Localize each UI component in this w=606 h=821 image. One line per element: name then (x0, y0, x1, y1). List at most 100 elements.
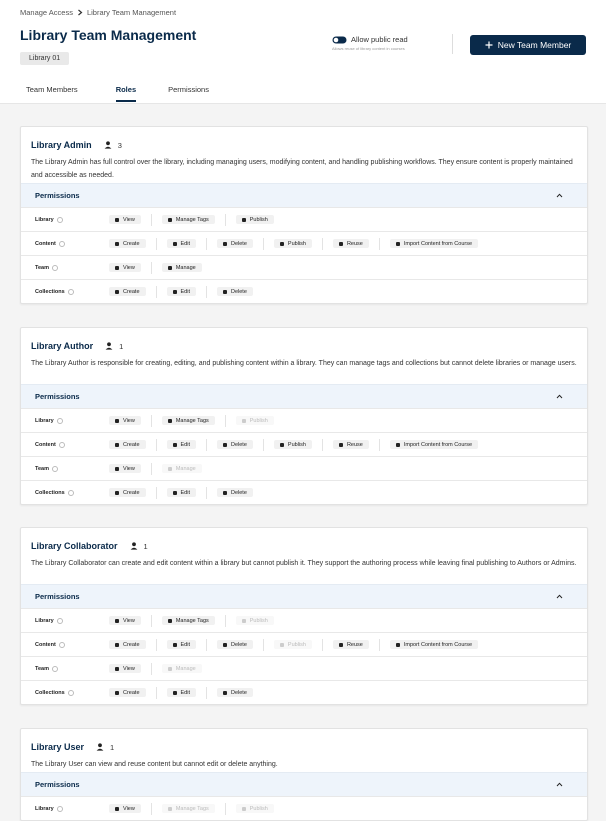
action-chip: Manage (161, 664, 202, 673)
action-chip: View (109, 464, 141, 473)
action-label: Edit (180, 489, 190, 496)
action-chip: Publish (273, 440, 312, 449)
action-chip: View (109, 616, 141, 625)
permission-row: Team View Manage (21, 656, 587, 680)
action-chip: Manage Tags (161, 215, 215, 224)
action-label: Reuse (346, 441, 363, 448)
role-name: Library User (31, 742, 85, 752)
chip-separator (155, 237, 157, 250)
info-icon (67, 489, 74, 496)
action-chip: Create (109, 640, 146, 649)
action-icon (115, 241, 119, 246)
chip-separator (155, 438, 157, 451)
action-icon (223, 241, 227, 246)
role-header: Library Author 1 (21, 328, 587, 352)
action-chip: Manage (161, 263, 202, 272)
info-icon (51, 264, 58, 271)
role-name: Library Admin (31, 140, 92, 150)
action-list: Create Edit Delete (109, 285, 253, 298)
action-icon (395, 442, 400, 447)
chip-separator (150, 261, 152, 274)
breadcrumb-link[interactable]: Manage Access (20, 8, 73, 17)
permission-row: Content Create Edit Delete Publish Reuse Impor… (21, 632, 587, 656)
action-chip: Import Content from Course (389, 640, 479, 649)
tabs: Team Members Roles Permissions (20, 84, 241, 102)
chip-separator (378, 638, 380, 651)
member-count: 1 (143, 541, 148, 551)
role-header: Library User 1 (21, 729, 587, 753)
action-icon (115, 289, 119, 294)
action-chip: Edit (166, 239, 196, 248)
new-team-member-button[interactable]: New Team Member (470, 35, 586, 55)
collapse-toggle[interactable] (556, 782, 563, 787)
action-chip: Manage Tags (161, 804, 215, 813)
info-icon (51, 465, 58, 472)
action-icon (241, 418, 246, 423)
action-chip: Create (109, 688, 146, 697)
public-read-toggle[interactable]: Allow public read (332, 35, 408, 44)
action-chip: Manage (161, 464, 202, 473)
member-count: 3 (117, 140, 122, 150)
action-icon (395, 642, 400, 647)
tab[interactable]: Permissions (168, 85, 209, 94)
action-chip: Edit (166, 688, 196, 697)
action-label: Delete (231, 240, 247, 247)
action-label: View (123, 665, 135, 672)
action-label: Create (123, 689, 140, 696)
action-chip: Delete (217, 688, 253, 697)
role-card: Library Collaborator 1 The Library Collabo… (20, 527, 588, 705)
action-chip: Delete (217, 287, 253, 296)
info-icon (58, 641, 65, 648)
action-label: View (123, 417, 135, 424)
resource-name: Content (35, 441, 56, 448)
action-icon (115, 466, 119, 471)
chip-separator (150, 802, 152, 815)
collapse-toggle[interactable] (556, 394, 563, 399)
permission-label: Collections (21, 689, 109, 696)
action-chip: Reuse (332, 440, 369, 449)
chip-separator (150, 614, 152, 627)
action-label: View (123, 617, 135, 624)
chip-separator (155, 686, 157, 699)
action-label: Manage (175, 264, 196, 271)
role-card: Library User 1 The Library User can view a… (20, 728, 588, 821)
permission-label: Team (21, 264, 109, 271)
action-icon (115, 806, 119, 811)
permission-row: Collections Create Edit Delete (21, 480, 587, 504)
action-icon (395, 241, 400, 246)
role-description: The Library Author is responsible for cr… (31, 360, 577, 367)
action-chip: View (109, 215, 141, 224)
action-icon (115, 642, 119, 647)
action-chip: Publish (235, 416, 274, 425)
action-chip: View (109, 804, 141, 813)
chip-separator (262, 638, 264, 651)
action-label: Delete (231, 441, 247, 448)
action-icon (241, 618, 246, 623)
action-list: Create Edit Delete Publish Reuse Import Conte… (109, 438, 479, 451)
chip-separator (378, 438, 380, 451)
action-chip: Manage Tags (161, 416, 215, 425)
action-chip: Publish (235, 616, 274, 625)
action-chip: View (109, 664, 141, 673)
action-label: Manage (175, 465, 196, 472)
permission-label: Library (21, 805, 109, 812)
action-chip: Delete (217, 239, 253, 248)
resource-name: Collections (35, 489, 65, 496)
action-label: Create (123, 240, 140, 247)
toggle-switch[interactable] (332, 36, 347, 44)
tab[interactable]: Roles (115, 84, 137, 102)
chip-separator (321, 237, 323, 250)
role-card: Library Author 1 The Library Author is res… (20, 327, 588, 505)
permissions-title: Permissions (35, 592, 80, 601)
resource-name: Library (35, 617, 54, 624)
permission-label: Library (21, 216, 109, 223)
collapse-toggle[interactable] (556, 193, 563, 198)
action-label: Delete (231, 689, 247, 696)
resource-name: Collections (35, 689, 65, 696)
action-chip: View (109, 263, 141, 272)
collapse-toggle[interactable] (556, 594, 563, 599)
tab[interactable]: Team Members (26, 85, 78, 94)
action-label: Import Content from Course (403, 641, 473, 648)
action-label: Edit (180, 240, 190, 247)
